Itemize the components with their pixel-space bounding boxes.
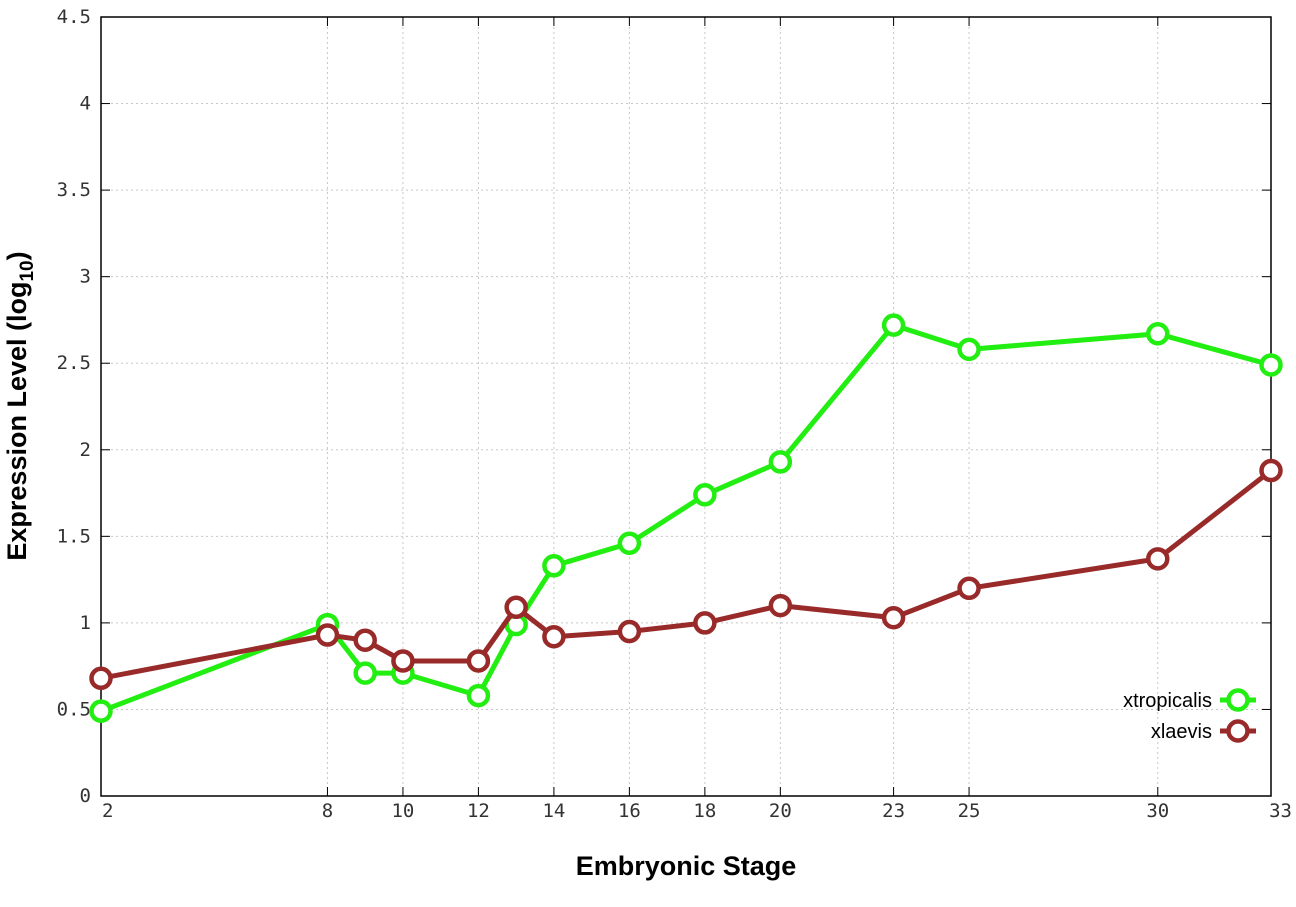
data-point [89, 699, 113, 723]
data-point [693, 611, 717, 635]
data-point [353, 628, 377, 652]
data-point [466, 649, 491, 673]
data-point [693, 483, 717, 507]
x-tick-label: 2 [102, 800, 113, 822]
x-tick-label: 12 [467, 800, 490, 822]
grid [101, 17, 1271, 796]
y-tick-label: 1.5 [57, 525, 91, 547]
y-tick-label: 3.5 [57, 179, 91, 201]
legend-marker [1226, 688, 1250, 712]
data-point [89, 666, 113, 691]
data-point [1259, 458, 1283, 483]
legend-entry: xtropicalis [1123, 688, 1256, 712]
y-tick-label: 0.5 [57, 698, 91, 720]
y-tick-label: 4.5 [57, 6, 91, 28]
x-tick-label: 8 [322, 800, 333, 822]
y-tick-label: 3 [80, 266, 91, 288]
data-point [391, 649, 415, 673]
data-point [542, 554, 566, 578]
y-axis-title-subscript: 10 [17, 260, 38, 281]
data-point [1259, 353, 1283, 377]
y-tick-label: 2.5 [57, 352, 91, 374]
data-point [504, 595, 528, 620]
legend-label: xtropicalis [1123, 690, 1212, 712]
legend-marker [1226, 719, 1250, 743]
data-point [768, 450, 793, 474]
data-series [89, 313, 1283, 723]
plot-frame [100, 16, 1272, 797]
y-tick-label: 0 [80, 785, 91, 807]
series-xlaevis [89, 458, 1283, 691]
data-point [957, 337, 981, 362]
y-tick-label: 2 [80, 439, 91, 461]
data-point [881, 605, 906, 630]
x-axis-title: Embryonic Stage [576, 851, 797, 881]
x-tick-label: 18 [693, 800, 716, 822]
x-tick-label: 33 [1269, 800, 1292, 822]
series-xtropicalis [89, 313, 1283, 723]
series-line [100, 322, 1272, 714]
data-point [617, 531, 642, 556]
legend-label: xlaevis [1151, 721, 1212, 743]
data-point [353, 661, 377, 685]
axis-ticks: 0 0.5 1 1.5 2 2.5 3 3.5 4 4.5 2 8 10 12 14 16 18 20 23 25 30… [57, 6, 1292, 822]
y-axis-title: Expression Level (log10) [2, 251, 38, 560]
data-point [542, 624, 566, 649]
data-point [466, 683, 491, 708]
data-point [1146, 322, 1170, 346]
data-point [1146, 547, 1170, 571]
data-point [315, 623, 340, 647]
x-tick-label: 25 [958, 800, 981, 822]
x-tick-label: 14 [542, 800, 565, 822]
y-tick-label: 1 [80, 612, 91, 634]
x-tick-label: 23 [882, 800, 905, 822]
data-point [957, 576, 981, 601]
x-tick-label: 10 [391, 800, 414, 822]
data-point [768, 593, 793, 618]
legend: xtropicalis xlaevis [1123, 688, 1256, 743]
y-tick-label: 4 [80, 93, 91, 115]
x-tick-label: 30 [1146, 800, 1169, 822]
data-point [881, 313, 906, 337]
legend-entry: xlaevis [1151, 719, 1256, 743]
series-line [100, 468, 1273, 681]
x-tick-label: 16 [618, 800, 641, 822]
x-tick-label: 20 [769, 800, 792, 822]
data-point [617, 619, 642, 644]
